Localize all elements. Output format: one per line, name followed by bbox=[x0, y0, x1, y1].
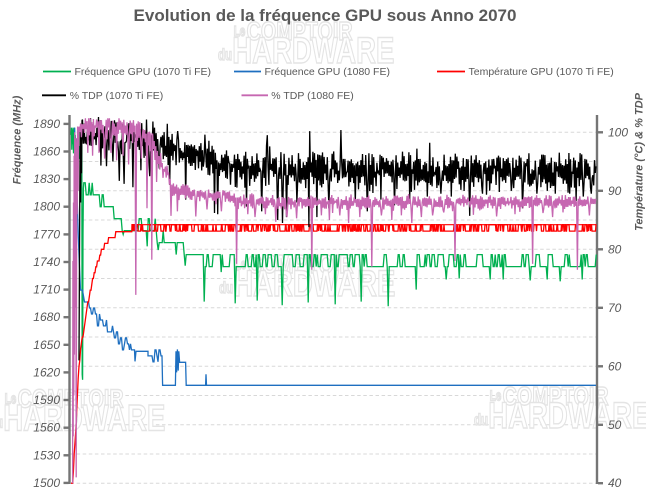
svg-text:1890: 1890 bbox=[33, 117, 60, 131]
svg-text:1530: 1530 bbox=[33, 448, 60, 462]
svg-text:1860: 1860 bbox=[33, 145, 60, 159]
svg-text:1680: 1680 bbox=[33, 310, 60, 324]
svg-text:Evolution de la fréquence GPU: Evolution de la fréquence GPU sous Anno … bbox=[134, 6, 517, 25]
svg-text:100: 100 bbox=[608, 125, 628, 139]
svg-text:90: 90 bbox=[608, 184, 622, 198]
svg-text:COMPTOIR: COMPTOIR bbox=[503, 383, 609, 411]
svg-text:HARDWARE: HARDWARE bbox=[3, 397, 165, 439]
svg-text:HARDWARE: HARDWARE bbox=[233, 262, 395, 304]
svg-text:Le: Le bbox=[490, 389, 502, 405]
svg-text:1800: 1800 bbox=[33, 200, 60, 214]
svg-text:70: 70 bbox=[608, 301, 622, 315]
svg-text:1590: 1590 bbox=[33, 393, 60, 407]
svg-text:Température GPU (1070 Ti FE): Température GPU (1070 Ti FE) bbox=[469, 66, 614, 78]
svg-text:Le: Le bbox=[5, 391, 17, 407]
svg-text:du: du bbox=[218, 47, 232, 64]
svg-text:50: 50 bbox=[608, 418, 622, 432]
svg-text:Fréquence GPU (1080 FE): Fréquence GPU (1080 FE) bbox=[265, 66, 390, 78]
svg-text:1620: 1620 bbox=[33, 365, 60, 379]
svg-text:Le: Le bbox=[234, 24, 246, 40]
svg-text:% TDP (1080 FE): % TDP (1080 FE) bbox=[271, 90, 353, 102]
svg-text:1740: 1740 bbox=[33, 255, 60, 269]
svg-text:% TDP (1070 Ti FE): % TDP (1070 Ti FE) bbox=[70, 90, 164, 102]
svg-text:1710: 1710 bbox=[33, 283, 60, 297]
svg-text:1830: 1830 bbox=[33, 172, 60, 186]
svg-text:40: 40 bbox=[608, 476, 622, 490]
svg-text:1770: 1770 bbox=[33, 227, 60, 241]
svg-text:du: du bbox=[474, 412, 488, 429]
svg-text:du: du bbox=[219, 280, 233, 297]
svg-text:HARDWARE: HARDWARE bbox=[232, 29, 394, 71]
svg-text:60: 60 bbox=[608, 359, 622, 373]
svg-text:1650: 1650 bbox=[33, 338, 60, 352]
svg-text:1500: 1500 bbox=[33, 476, 60, 490]
svg-text:80: 80 bbox=[608, 242, 622, 256]
svg-text:1560: 1560 bbox=[33, 421, 60, 435]
svg-text:Fréquence GPU (1070 Ti FE): Fréquence GPU (1070 Ti FE) bbox=[75, 66, 212, 78]
svg-text:Température (°C) & % TDP: Température (°C) & % TDP bbox=[634, 92, 646, 231]
svg-text:du: du bbox=[0, 415, 3, 432]
svg-text:HARDWARE: HARDWARE bbox=[488, 394, 646, 436]
svg-text:COMPTOIR: COMPTOIR bbox=[247, 18, 353, 46]
svg-text:Fréquence (MHz): Fréquence (MHz) bbox=[12, 95, 24, 184]
